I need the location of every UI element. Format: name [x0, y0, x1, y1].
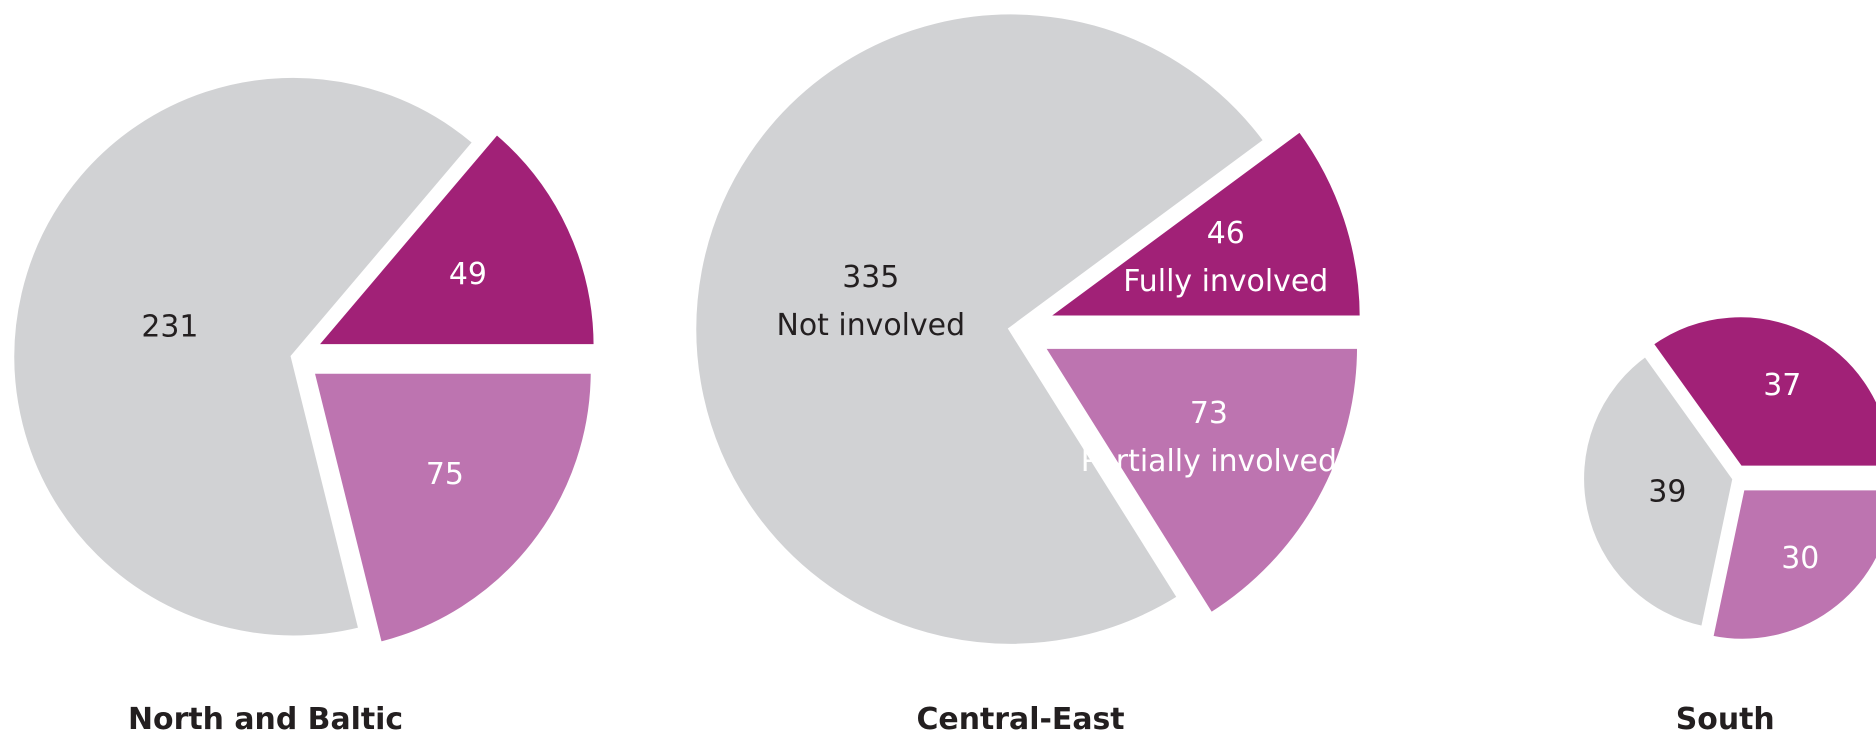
value-label: 335	[842, 260, 899, 295]
value-label: 30	[1781, 541, 1819, 576]
pie-slice	[1038, 344, 1362, 619]
chart-title: Central-East	[916, 702, 1124, 736]
pie-slice	[691, 9, 1270, 649]
pie-slice	[1579, 350, 1738, 632]
pie-slice	[308, 368, 596, 648]
value-label: 37	[1763, 368, 1801, 403]
pie-slice	[1707, 485, 1876, 644]
value-label: 231	[141, 309, 198, 344]
category-label: Partially involved	[1081, 444, 1337, 479]
pie-slice	[1037, 126, 1365, 321]
pie-slice	[9, 73, 479, 641]
value-label: 73	[1190, 396, 1228, 431]
value-label: 46	[1207, 216, 1245, 251]
chart-title: North and Baltic	[128, 702, 403, 736]
value-label: 49	[449, 257, 487, 292]
category-label: Not involved	[777, 308, 966, 343]
category-label: Fully involved	[1123, 264, 1328, 299]
value-label: 39	[1648, 474, 1686, 509]
pie-slice	[1647, 312, 1876, 471]
value-label: 75	[426, 457, 464, 492]
pie-slice	[309, 128, 599, 349]
chart-title: South	[1676, 702, 1775, 736]
